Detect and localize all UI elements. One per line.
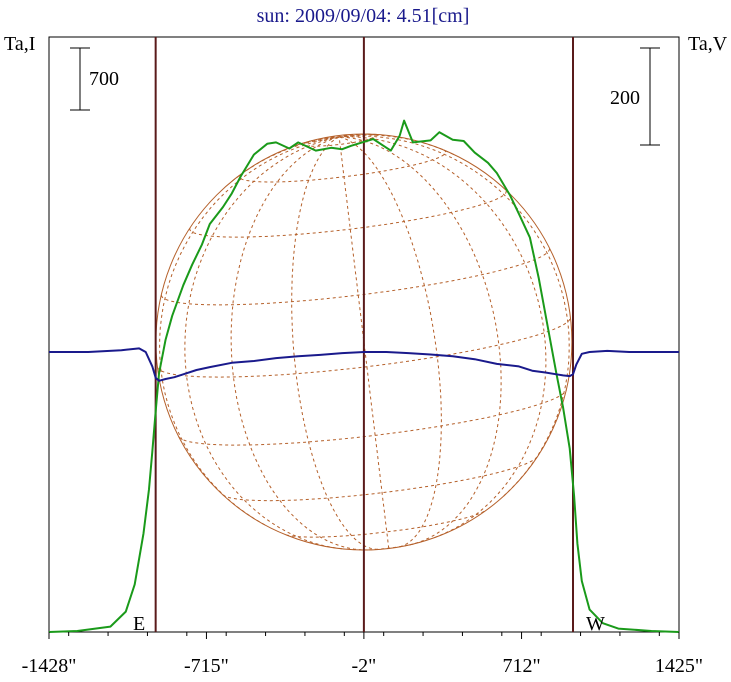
latitude-line bbox=[222, 456, 538, 502]
west-limb-label: W bbox=[586, 613, 605, 635]
data-series bbox=[48, 119, 680, 633]
right-scale-label: 200 bbox=[610, 87, 640, 109]
longitude-line bbox=[302, 136, 340, 144]
longitude-line bbox=[159, 136, 340, 526]
latitude-line bbox=[285, 510, 486, 538]
x-tick-label: 1425" bbox=[655, 655, 703, 677]
chart-title: sun: 2009/09/04: 4.51[cm] bbox=[257, 5, 470, 27]
longitude-line bbox=[291, 136, 378, 550]
latitude-line bbox=[189, 190, 507, 238]
right-scale-bar bbox=[640, 47, 660, 146]
latitude-line bbox=[160, 248, 550, 306]
longitude-line bbox=[339, 136, 547, 539]
x-tick-label: 712" bbox=[502, 655, 540, 677]
solar-disk-grid bbox=[155, 133, 573, 551]
latitude-line bbox=[178, 389, 567, 446]
east-limb-label: E bbox=[133, 613, 145, 635]
left-scale-label: 700 bbox=[89, 68, 119, 90]
x-tick-label: -2" bbox=[351, 655, 376, 677]
latitude-line bbox=[156, 317, 571, 378]
series-line-ta-i bbox=[48, 119, 680, 633]
longitude-line bbox=[230, 136, 368, 551]
x-axis-ticks: -1428" -715" -2" 712" 1425" bbox=[22, 632, 703, 677]
right-axis-title: Ta,V bbox=[688, 33, 728, 55]
longitude-line bbox=[184, 136, 342, 550]
longitude-line bbox=[339, 134, 454, 155]
longitude-line bbox=[339, 134, 347, 138]
left-axis-title: Ta,I bbox=[4, 33, 35, 55]
limb-marker-lines bbox=[154, 37, 575, 632]
left-scale-bar bbox=[70, 47, 90, 111]
longitude-line bbox=[339, 135, 570, 497]
longitude-line bbox=[339, 136, 442, 548]
longitude-line bbox=[338, 136, 390, 549]
x-tick-label: -715" bbox=[184, 655, 229, 677]
longitude-line bbox=[339, 136, 502, 546]
series-line-ta-v bbox=[49, 347, 679, 382]
longitude-line bbox=[231, 136, 340, 182]
x-tick-label: -1428" bbox=[22, 655, 77, 677]
